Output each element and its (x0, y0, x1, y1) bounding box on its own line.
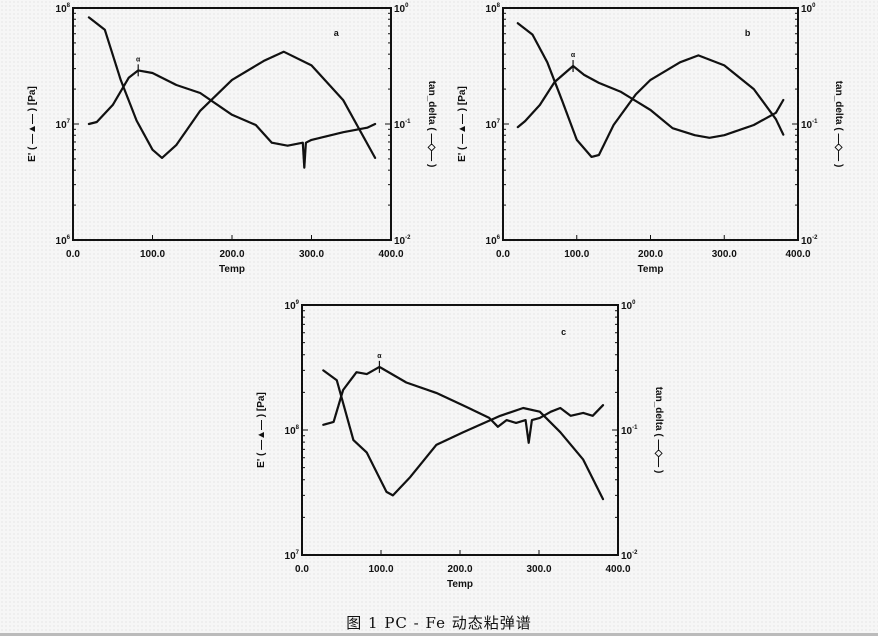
y-right-tick-label: 100 (621, 300, 636, 312)
y-left-tick-label: 107 (285, 550, 300, 562)
series-line-tan-delta (87, 69, 377, 169)
x-tick-label: 100.0 (368, 564, 393, 575)
peak-marker-label: α (377, 353, 382, 360)
y-right-tick-label: 10-1 (394, 119, 411, 131)
series-line-storage-modulus (87, 16, 377, 159)
bottom-border (0, 633, 878, 636)
x-tick-label: 0.0 (66, 249, 80, 260)
y-left-tick-label: 108 (486, 3, 501, 15)
x-tick-label: 400.0 (785, 249, 810, 260)
y-left-tick-label: 106 (486, 235, 501, 247)
y-left-tick-label: 107 (56, 119, 71, 131)
chart-panel-b: 0.0 100.0 200.0 300.0 400.0 106 107 108 10-2 10-1… (457, 3, 844, 275)
x-tick-label: 400.0 (378, 249, 403, 260)
x-tick-label: 200.0 (219, 249, 244, 260)
y-left-tick-label: 108 (285, 425, 300, 437)
x-tick-label: 100.0 (564, 249, 589, 260)
panel-label: c (561, 327, 566, 337)
y-right-tick-label: 100 (801, 3, 816, 15)
y-left-axis-label: E' ( —▲— ) [Pa] (256, 392, 267, 468)
series-line-storage-modulus (516, 22, 785, 158)
y-right-tick-label: 100 (394, 3, 409, 15)
plot-frame (72, 7, 392, 241)
peak-marker-label: α (136, 56, 141, 63)
y-right-tick-label: 10-1 (801, 119, 818, 131)
panel-label: b (745, 28, 751, 38)
series-line-storage-modulus (322, 369, 605, 501)
y-left-axis-label: E' ( —▲— ) [Pa] (457, 86, 468, 162)
series-line-tan-delta (516, 64, 785, 139)
x-tick-label: 0.0 (295, 564, 309, 575)
peak-marker-label: α (571, 52, 576, 59)
y-left-tick-label: 108 (56, 3, 71, 15)
y-right-axis-label: tan_delta ( —◇— ) (426, 81, 437, 168)
x-tick-label: 300.0 (526, 564, 551, 575)
y-right-tick-label: 10-2 (394, 235, 411, 247)
chart-panel-c: 0.0 100.0 200.0 300.0 400.0 107 108 109 10-2 10-1… (256, 300, 664, 590)
x-tick-label: 300.0 (299, 249, 324, 260)
x-axis-label: Temp (447, 579, 473, 590)
y-right-tick-label: 10-2 (621, 550, 638, 562)
y-left-tick-label: 109 (285, 300, 300, 312)
y-right-axis-label: tan_delta ( —◇— ) (653, 387, 664, 474)
x-tick-label: 200.0 (447, 564, 472, 575)
figure-caption: 图 1 PC - Fe 动态粘弹谱 (346, 614, 532, 632)
x-axis-label: Temp (219, 264, 245, 275)
x-tick-label: 0.0 (496, 249, 510, 260)
x-tick-label: 300.0 (712, 249, 737, 260)
chart-panel-a: 0.0 100.0 200.0 300.0 400.0 106 107 108 10-2 10-1… (27, 3, 437, 275)
y-right-tick-label: 10-1 (621, 425, 638, 437)
y-right-axis-label: tan_delta ( —◇— ) (833, 81, 844, 168)
y-left-tick-label: 107 (486, 119, 501, 131)
y-right-tick-label: 10-2 (801, 235, 818, 247)
y-left-tick-label: 106 (56, 235, 71, 247)
panel-label: a (334, 28, 340, 38)
x-tick-label: 100.0 (140, 249, 165, 260)
x-axis-label: Temp (638, 264, 664, 275)
y-left-axis-label: E' ( —▲— ) [Pa] (27, 86, 38, 162)
x-tick-label: 400.0 (605, 564, 630, 575)
x-tick-label: 200.0 (638, 249, 663, 260)
plot-frame (301, 304, 619, 556)
